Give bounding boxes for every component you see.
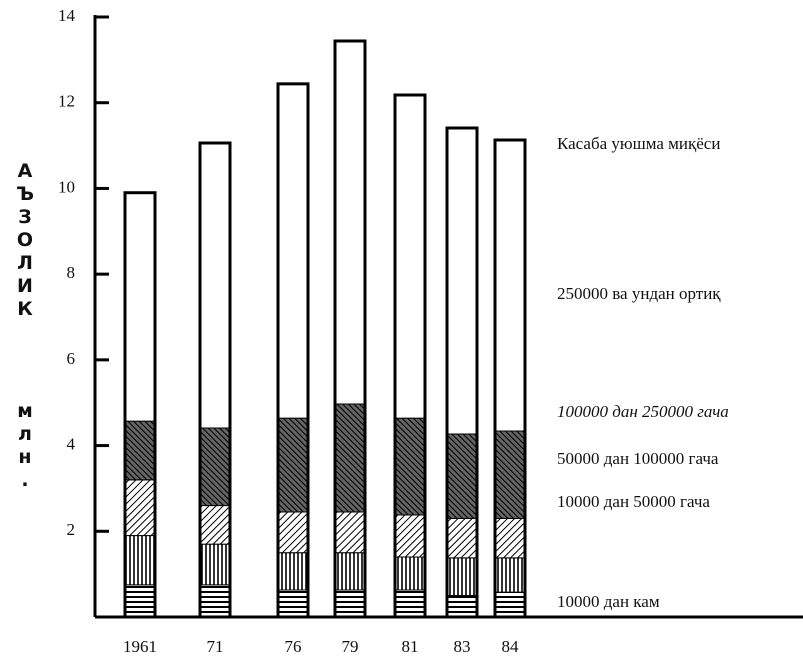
bar-segment <box>334 589 366 618</box>
total-label: Касаба уюшма миқёси <box>557 134 720 153</box>
bar-segment <box>446 595 478 618</box>
y-tick-label: 2 <box>67 520 76 539</box>
bar-outline <box>123 191 157 619</box>
bar-segment <box>277 552 309 591</box>
bar-outline <box>333 39 367 619</box>
bar-segment <box>446 433 478 519</box>
bar-outline <box>198 141 232 619</box>
bar-outline <box>445 126 479 619</box>
bar-segment <box>277 589 309 618</box>
bar-segment <box>277 511 309 554</box>
bar-outline <box>393 93 427 619</box>
bar-segment <box>199 427 231 507</box>
legend-label: 10000 дан кам <box>557 592 660 611</box>
bar-segment <box>494 591 526 618</box>
bar-segment <box>199 584 231 618</box>
bar-segment <box>446 517 478 559</box>
bar-segment <box>277 417 309 513</box>
bar-segment <box>394 514 426 558</box>
bar-segment <box>124 535 156 586</box>
bar-segment <box>334 40 366 405</box>
bar-segment <box>494 517 526 559</box>
bar-outline <box>493 138 527 619</box>
y-tick-label: 14 <box>58 6 76 25</box>
x-tick-label: 84 <box>502 637 520 656</box>
bar-segment <box>494 139 526 432</box>
bar-segment <box>277 83 309 419</box>
y-tick-label: 6 <box>67 349 76 368</box>
bar-segment <box>199 505 231 545</box>
legend-label: 250000 ва ундан ортиқ <box>557 284 721 303</box>
y-axis-label: АЪЗОЛИК <box>14 160 36 321</box>
legend-label: 10000 дан 50000 гача <box>557 492 710 511</box>
bar-segment <box>446 557 478 597</box>
legend-label: 100000 дан 250000 гача <box>557 402 729 421</box>
bar-segment <box>394 589 426 618</box>
x-tick-label: 1961 <box>123 637 157 656</box>
bar-segment <box>394 94 426 419</box>
y-axis-unit: млн. <box>14 400 36 492</box>
bar-segment <box>494 557 526 593</box>
bar-segment <box>124 584 156 618</box>
y-tick-label: 10 <box>58 177 75 196</box>
bar-segment <box>199 142 231 429</box>
x-tick-label: 71 <box>207 637 224 656</box>
bar-segment <box>124 192 156 422</box>
bar-segment <box>394 417 426 516</box>
bar-segment <box>334 511 366 554</box>
bar-segment <box>124 479 156 537</box>
bar-segment <box>394 556 426 591</box>
x-tick-label: 81 <box>402 637 419 656</box>
y-tick-label: 12 <box>58 92 75 111</box>
y-tick-label: 4 <box>67 434 76 453</box>
x-tick-label: 76 <box>285 637 302 656</box>
x-tick-label: 83 <box>454 637 471 656</box>
bar-outline <box>276 82 310 619</box>
legend-label: 50000 дан 100000 гача <box>557 449 719 468</box>
bar-segment <box>199 543 231 586</box>
bar-segment <box>124 420 156 481</box>
bar-segment <box>334 552 366 591</box>
bar-segment <box>494 430 526 519</box>
x-tick-label: 79 <box>342 637 359 656</box>
bar-segment <box>446 127 478 435</box>
bar-segment <box>334 403 366 513</box>
y-tick-label: 8 <box>67 263 76 282</box>
